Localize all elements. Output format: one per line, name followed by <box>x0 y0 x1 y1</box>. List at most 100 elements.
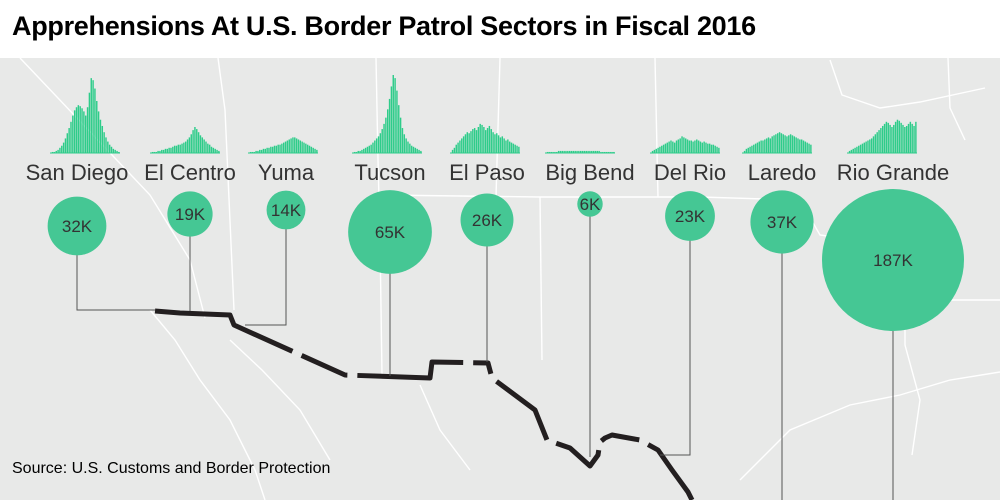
histogram-bar <box>802 140 805 153</box>
histogram-bar <box>655 148 657 153</box>
histogram-bar <box>396 90 398 153</box>
sector-name-label: Laredo <box>748 160 817 185</box>
histogram-bar <box>97 111 100 153</box>
histogram-bar <box>848 150 851 153</box>
histogram-bar <box>114 149 116 153</box>
histogram-bar <box>559 150 562 153</box>
histogram-bar <box>194 127 196 153</box>
histogram-bar <box>64 138 67 153</box>
histogram-bar <box>355 151 358 153</box>
histogram-bar <box>377 136 380 153</box>
sector-group: Rio Grande 187K <box>822 119 964 331</box>
histogram-bar <box>596 150 599 153</box>
histogram-bar <box>183 142 185 153</box>
sector-markers: San Diego 32K El Centro 19K Yuma 14K Tucson 65K… <box>26 75 964 331</box>
histogram-bar <box>488 125 491 153</box>
histogram-bar <box>607 151 610 153</box>
state-boundary <box>229 339 331 461</box>
sector-bubble <box>577 191 603 217</box>
histogram-bar <box>745 148 748 153</box>
histogram-bar <box>696 139 698 153</box>
histogram-bar <box>869 139 871 153</box>
sector-bubble <box>266 190 306 230</box>
histogram-bar <box>911 123 913 153</box>
sector-bubble <box>167 191 213 237</box>
histogram-bar <box>872 136 875 153</box>
histogram-bar <box>185 141 187 153</box>
histogram-bar <box>257 150 259 153</box>
histogram-bar <box>510 142 513 153</box>
histogram-bar <box>494 134 496 153</box>
histogram-bar <box>870 138 873 153</box>
histogram-bar <box>468 133 470 153</box>
histogram-bar <box>771 136 773 153</box>
histogram-bar <box>600 151 602 153</box>
histogram-bar <box>481 124 483 153</box>
histogram-bar <box>466 132 469 153</box>
histogram-bar <box>565 150 567 153</box>
histogram-bar <box>177 144 180 153</box>
sector-value-label: 23K <box>675 207 706 226</box>
source-note: Source: U.S. Customs and Border Protecti… <box>12 460 331 477</box>
histogram-bar <box>179 144 181 153</box>
histogram-bar <box>214 148 216 153</box>
state-boundary <box>495 57 501 198</box>
histogram-bar <box>850 149 853 153</box>
histogram-bar <box>92 80 94 153</box>
histogram-bar <box>778 132 781 153</box>
histogram-bar <box>876 132 878 153</box>
histogram-bar <box>62 142 65 153</box>
histogram-bar <box>166 148 169 153</box>
histogram-bar <box>57 149 59 153</box>
histogram-bar <box>70 121 72 153</box>
histogram-bar <box>705 142 707 153</box>
histogram-bar <box>666 142 669 153</box>
sector-bubble <box>822 189 964 331</box>
histogram-bar <box>867 140 869 153</box>
histogram-bar <box>294 137 296 153</box>
histogram-bar <box>685 138 687 153</box>
sector-name-label: El Centro <box>144 160 236 185</box>
histogram-bar <box>602 151 604 153</box>
histogram-bar <box>891 127 893 153</box>
sector-group: Tucson 65K <box>348 75 432 274</box>
histogram-bar <box>51 151 54 153</box>
histogram-bar <box>913 125 915 153</box>
histogram-bar <box>361 149 363 153</box>
histogram-bar <box>357 150 359 153</box>
histogram-bar <box>905 125 908 153</box>
histogram-bar <box>874 134 877 153</box>
histogram-bar <box>861 143 864 153</box>
histogram-bar <box>299 140 302 153</box>
sector-bubble <box>665 191 715 241</box>
leader-line <box>660 240 691 456</box>
histogram-bar <box>904 127 906 153</box>
histogram-bar <box>366 146 369 153</box>
histogram-bar <box>777 133 779 153</box>
sector-value-label: 32K <box>62 217 93 236</box>
histogram-bar <box>585 150 587 153</box>
histogram-bar <box>561 150 564 153</box>
histogram-bar <box>418 149 420 153</box>
histogram-bar <box>885 121 888 153</box>
histogram-bar <box>591 150 593 153</box>
histogram-bar <box>414 147 417 153</box>
histogram-bar <box>773 135 775 153</box>
histogram-bar <box>587 150 589 153</box>
histogram-bar <box>915 121 917 153</box>
histogram-bar <box>68 128 70 153</box>
histogram-bar <box>407 141 409 153</box>
histogram-bar <box>81 108 83 153</box>
histogram-bar <box>66 133 69 153</box>
histogram-bar <box>580 150 582 153</box>
leader-line <box>245 224 287 326</box>
histogram-bar <box>767 137 770 153</box>
histogram-bar <box>310 146 313 153</box>
histogram-bar <box>581 150 584 153</box>
histogram-bar <box>59 147 61 153</box>
histogram-bar <box>283 142 285 153</box>
histogram-bar <box>675 140 678 153</box>
histogram-bar <box>694 140 696 153</box>
histogram-bar <box>692 141 694 153</box>
histogram-bar <box>760 140 762 153</box>
